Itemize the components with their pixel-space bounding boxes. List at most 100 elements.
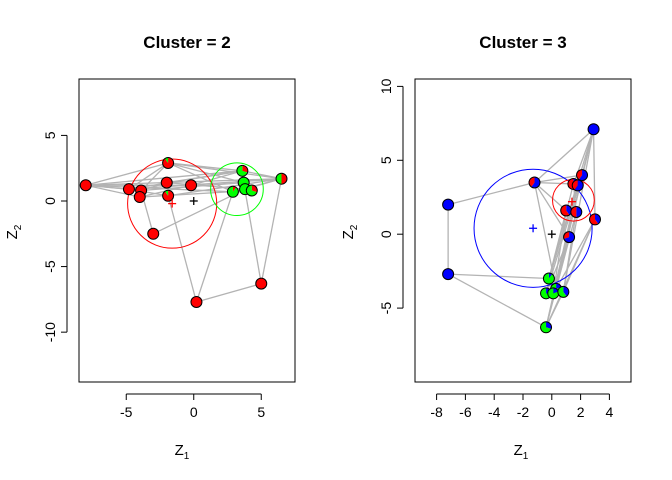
network-edge bbox=[534, 181, 567, 212]
point-slice bbox=[570, 206, 577, 218]
point-slice bbox=[134, 191, 146, 203]
point-slice bbox=[80, 179, 92, 191]
chart-title: Cluster = 3 bbox=[479, 33, 566, 52]
data-point bbox=[528, 176, 541, 189]
point-outline bbox=[540, 321, 553, 334]
data-point bbox=[160, 176, 173, 189]
network-edge bbox=[552, 210, 567, 294]
x-axis-label-main: Z bbox=[514, 442, 523, 459]
point-outline bbox=[275, 172, 288, 185]
cluster-2-panel: Cluster = 2 -5 0 5 -10-505 Z1 Z2 bbox=[4, 33, 296, 462]
x-tick-label: -2 bbox=[517, 404, 530, 420]
point-outline bbox=[133, 191, 146, 204]
network-edge bbox=[447, 181, 535, 206]
point-slice bbox=[161, 177, 173, 189]
x-tick-label: 0 bbox=[548, 404, 556, 420]
point-slice bbox=[576, 206, 582, 218]
y-tick-label: -5 bbox=[378, 302, 394, 315]
point-outline bbox=[162, 189, 175, 202]
y-tick-label: 10 bbox=[378, 78, 394, 94]
data-point bbox=[587, 123, 600, 136]
x-tick-label: -6 bbox=[459, 404, 472, 420]
point-slice bbox=[442, 199, 454, 211]
y-tick-label: 5 bbox=[378, 156, 394, 164]
x-tick-label: -5 bbox=[120, 404, 133, 420]
network-edge bbox=[168, 162, 282, 180]
point-slice bbox=[147, 228, 159, 240]
cluster-radius-circle bbox=[473, 168, 593, 288]
x-tick-label: 2 bbox=[577, 404, 585, 420]
plot-frame bbox=[78, 78, 296, 383]
network-edge bbox=[166, 170, 243, 184]
point-slice bbox=[251, 184, 258, 193]
point-slice bbox=[281, 173, 287, 185]
y-tick-label: 5 bbox=[42, 131, 58, 139]
point-group bbox=[442, 123, 601, 334]
edge-group bbox=[447, 128, 596, 328]
x-tick-label: 5 bbox=[257, 404, 265, 420]
point-outline bbox=[79, 179, 92, 192]
point-outline bbox=[226, 185, 239, 198]
data-point bbox=[542, 272, 555, 285]
y-axis-label-main: Z bbox=[4, 230, 21, 239]
network-edge bbox=[562, 211, 577, 292]
x-tick-label: 0 bbox=[190, 404, 198, 420]
point-slice bbox=[236, 165, 248, 177]
data-point bbox=[442, 268, 455, 281]
center-marker bbox=[547, 230, 556, 239]
point-slice bbox=[560, 205, 570, 217]
data-point bbox=[190, 295, 203, 308]
data-point bbox=[571, 179, 584, 192]
data-point bbox=[540, 321, 553, 334]
data-point bbox=[245, 184, 258, 197]
point-slice bbox=[255, 278, 267, 290]
center-marker bbox=[529, 224, 538, 233]
data-point bbox=[547, 287, 560, 300]
point-outline bbox=[160, 176, 173, 189]
point-outline bbox=[147, 227, 160, 240]
network-edge bbox=[167, 162, 244, 184]
point-slice bbox=[227, 186, 239, 198]
network-edge bbox=[140, 162, 169, 191]
plot-frame bbox=[414, 78, 632, 383]
data-point bbox=[162, 189, 175, 202]
point-outline bbox=[563, 231, 576, 244]
network-edge bbox=[534, 174, 583, 184]
data-point bbox=[133, 191, 146, 204]
point-outline bbox=[589, 213, 601, 226]
point-outline bbox=[442, 198, 455, 211]
point-outline bbox=[162, 156, 175, 169]
network-edge bbox=[195, 191, 234, 303]
point-outline bbox=[587, 123, 600, 136]
data-point bbox=[589, 213, 601, 226]
center-marker bbox=[567, 197, 576, 206]
network-edge bbox=[533, 182, 557, 290]
x-tick-label: 4 bbox=[606, 404, 614, 420]
point-slice bbox=[123, 183, 135, 195]
data-point bbox=[162, 156, 175, 169]
network-edge bbox=[196, 282, 262, 303]
network-edge bbox=[545, 291, 564, 328]
point-outline bbox=[557, 285, 570, 298]
point-slice bbox=[164, 157, 169, 163]
network-edge bbox=[242, 170, 282, 180]
cluster-radius-circle bbox=[210, 162, 264, 217]
point-outline bbox=[122, 183, 135, 196]
y-tick-label: -5 bbox=[42, 260, 58, 273]
x-axis-label-main: Z bbox=[175, 442, 184, 459]
point-slice bbox=[543, 273, 555, 285]
data-point bbox=[563, 231, 576, 244]
point-slice bbox=[540, 321, 552, 333]
point-slice bbox=[185, 179, 197, 191]
point-slice bbox=[232, 186, 237, 192]
y-axis-label-subscript: 2 bbox=[349, 224, 360, 230]
y-tick-label: 0 bbox=[42, 197, 58, 205]
y-axis-label: Z2 bbox=[4, 224, 24, 239]
network-edge bbox=[548, 185, 579, 279]
point-group bbox=[79, 156, 288, 308]
point-slice bbox=[442, 268, 454, 280]
point-outline bbox=[528, 176, 541, 189]
data-point bbox=[122, 183, 135, 196]
center-marker-group bbox=[168, 196, 198, 208]
